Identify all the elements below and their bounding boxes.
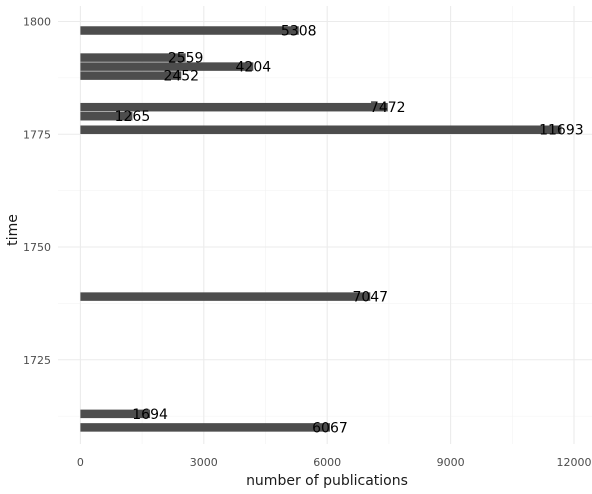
y-tick-label: 1800	[23, 16, 51, 29]
bar	[80, 125, 562, 134]
bar	[80, 292, 371, 301]
x-tick-label: 12000	[557, 456, 592, 469]
bar	[80, 409, 151, 419]
bar	[80, 62, 254, 71]
bar	[80, 423, 330, 432]
data-label: 1265	[115, 109, 151, 125]
bars	[80, 26, 562, 432]
data-label: 1694	[132, 407, 168, 423]
x-tick-label: 3000	[190, 456, 218, 469]
bar	[80, 111, 133, 121]
data-label: 2452	[163, 69, 199, 85]
bar	[80, 102, 388, 112]
x-tick-label: 0	[77, 456, 84, 469]
data-label: 2559	[168, 51, 204, 67]
x-tick-label: 9000	[437, 456, 465, 469]
data-label: 4204	[236, 60, 272, 76]
data-label: 6067	[312, 420, 348, 436]
tick-labels: 0 3000 6000 9000 12000 1725 1750 1775 1800	[23, 16, 592, 470]
data-labels: 6067 1694 7047 11693 1265 7472 2452 4204 2559 530…	[115, 24, 584, 437]
y-tick-label: 1750	[23, 241, 51, 254]
y-axis-title: time	[5, 214, 21, 246]
data-label: 7047	[352, 290, 388, 306]
bar	[80, 53, 186, 62]
y-tick-label: 1775	[23, 128, 51, 141]
bar	[80, 26, 299, 35]
data-label: 11693	[539, 123, 584, 139]
y-tick-label: 1725	[23, 354, 51, 367]
data-label: 5308	[281, 24, 317, 40]
bar	[80, 71, 182, 80]
x-axis-title: number of publications	[246, 473, 408, 489]
x-tick-label: 6000	[313, 456, 341, 469]
data-label: 7472	[370, 100, 406, 116]
